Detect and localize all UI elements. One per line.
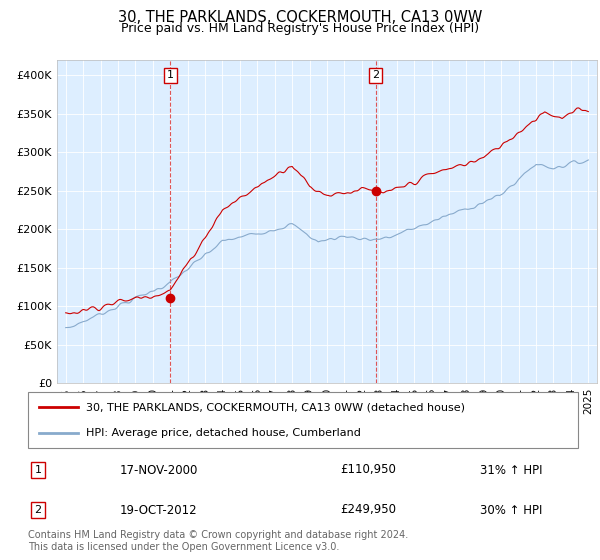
Text: 17-NOV-2000: 17-NOV-2000 (120, 464, 199, 477)
Text: 1: 1 (167, 71, 174, 81)
Text: 2: 2 (34, 505, 41, 515)
Text: 31% ↑ HPI: 31% ↑ HPI (480, 464, 542, 477)
Text: 1: 1 (35, 465, 41, 475)
Text: 30, THE PARKLANDS, COCKERMOUTH, CA13 0WW (detached house): 30, THE PARKLANDS, COCKERMOUTH, CA13 0WW… (86, 402, 465, 412)
Text: 30% ↑ HPI: 30% ↑ HPI (480, 503, 542, 516)
Text: HPI: Average price, detached house, Cumberland: HPI: Average price, detached house, Cumb… (86, 428, 361, 438)
Text: 19-OCT-2012: 19-OCT-2012 (120, 503, 197, 516)
Text: 2: 2 (372, 71, 379, 81)
Text: £110,950: £110,950 (340, 464, 396, 477)
Text: Contains HM Land Registry data © Crown copyright and database right 2024.
This d: Contains HM Land Registry data © Crown c… (28, 530, 408, 552)
FancyBboxPatch shape (28, 392, 578, 448)
Text: Price paid vs. HM Land Registry's House Price Index (HPI): Price paid vs. HM Land Registry's House … (121, 22, 479, 35)
Text: 30, THE PARKLANDS, COCKERMOUTH, CA13 0WW: 30, THE PARKLANDS, COCKERMOUTH, CA13 0WW (118, 10, 482, 25)
Text: £249,950: £249,950 (340, 503, 396, 516)
